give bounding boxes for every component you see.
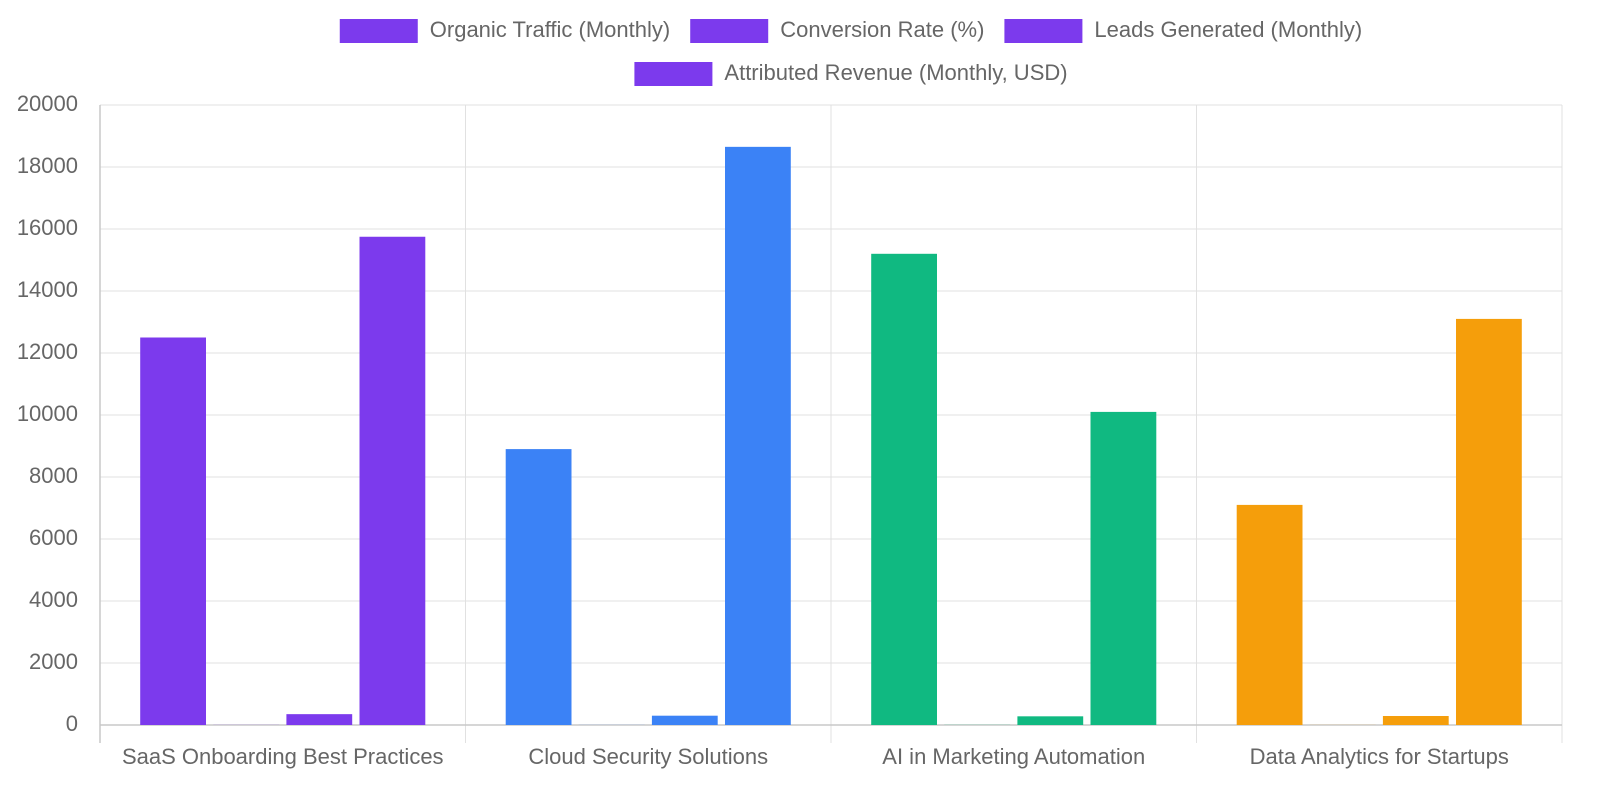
x-tick-label: AI in Marketing Automation — [882, 744, 1145, 769]
bar — [651, 715, 718, 725]
bar — [1382, 716, 1449, 725]
y-tick-label: 18000 — [17, 153, 78, 178]
legend-item: Leads Generated (Monthly) — [1004, 17, 1362, 43]
y-tick-label: 16000 — [17, 215, 78, 240]
legend-item: Conversion Rate (%) — [690, 17, 984, 43]
bar — [871, 253, 937, 726]
legend-swatch — [634, 62, 713, 86]
legend-label: Conversion Rate (%) — [780, 17, 984, 42]
bar — [1236, 504, 1303, 725]
bar — [1090, 411, 1157, 725]
bar — [1017, 716, 1084, 725]
x-tick-label: SaaS Onboarding Best Practices — [122, 744, 444, 769]
y-tick-label: 6000 — [29, 525, 78, 550]
y-tick-label: 20000 — [17, 91, 78, 116]
y-tick-label: 8000 — [29, 463, 78, 488]
bar — [505, 449, 572, 725]
legend-swatch — [339, 19, 418, 43]
legend-label: Attributed Revenue (Monthly, USD) — [724, 60, 1067, 85]
bar — [286, 714, 353, 725]
bar — [1456, 318, 1522, 725]
bar — [359, 236, 426, 725]
legend-swatch — [690, 19, 769, 43]
y-tick-label: 0 — [66, 711, 78, 736]
y-tick-label: 12000 — [17, 339, 78, 364]
y-tick-label: 2000 — [29, 649, 78, 674]
x-tick-label: Cloud Security Solutions — [528, 744, 768, 769]
y-tick-label: 10000 — [17, 401, 78, 426]
legend-label: Organic Traffic (Monthly) — [430, 17, 670, 42]
bar — [725, 146, 791, 726]
y-tick-label: 14000 — [17, 277, 78, 302]
y-tick-label: 4000 — [29, 587, 78, 612]
x-tick-label: Data Analytics for Startups — [1250, 744, 1509, 769]
legend-item: Attributed Revenue (Monthly, USD) — [634, 60, 1068, 86]
legend-item: Organic Traffic (Monthly) — [339, 17, 670, 43]
legend-label: Leads Generated (Monthly) — [1094, 17, 1362, 42]
bar — [140, 337, 206, 725]
legend-swatch — [1004, 19, 1083, 43]
